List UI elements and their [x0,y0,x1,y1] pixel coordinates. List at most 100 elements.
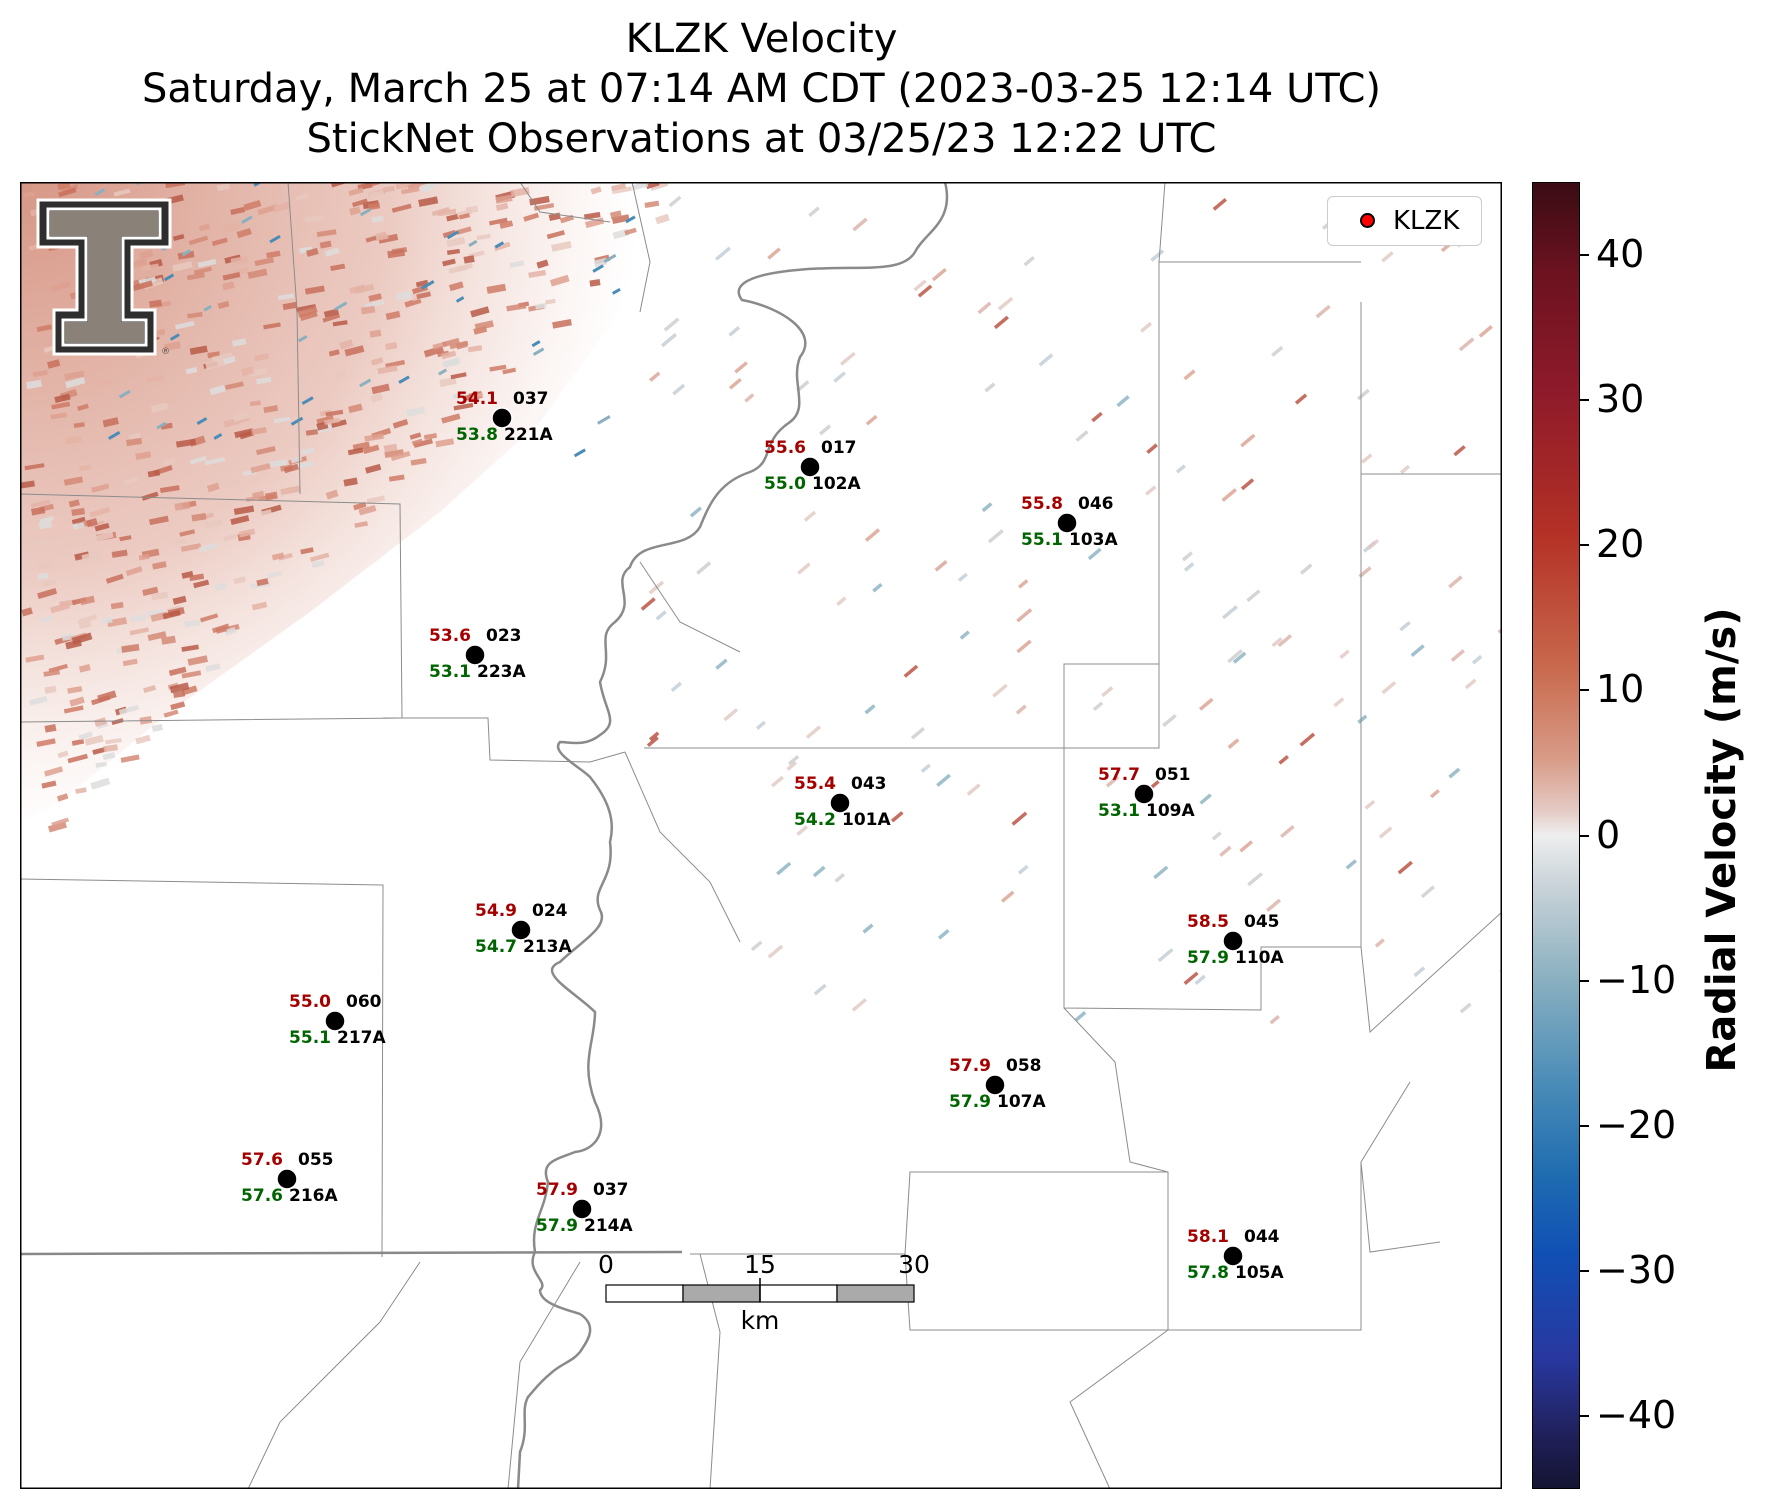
station-marker[interactable] [510,919,532,941]
station-probe-id: 101A [842,810,891,830]
map-frame [20,182,1502,1489]
mississippi-river [516,182,949,1489]
radar-velocity-gates [20,182,1502,1025]
station-dewpoint: 55.1 [289,1028,331,1048]
colorbar-tick [1580,253,1589,256]
colorbar-tick [1580,544,1589,547]
county-boundaries [20,182,1502,1489]
station-plot: 58.5 045 57.9 110A [1187,912,1284,968]
radar-site-marker-icon [1360,213,1375,228]
station-plot: 57.6 055 57.6 216A [241,1150,338,1206]
station-plot: 53.6 023 53.1 223A [429,626,526,682]
station-probe-id: 105A [1235,1263,1284,1283]
title-line-3: StickNet Observations at 03/25/23 12:22 … [306,116,1217,162]
station-temperature: 57.9 [949,1056,991,1076]
station-probe-id: 102A [812,474,861,494]
station-temperature: 54.9 [475,901,517,921]
station-id: 045 [1244,912,1280,932]
colorbar-tick [1580,1415,1589,1418]
scale-bar: 0 15 30 km [598,1250,930,1335]
station-probe-id: 213A [523,937,572,957]
colorbar-tick-label: −30 [1596,1248,1677,1293]
colorbar-tick [1580,979,1589,982]
colorbar-tick-label: 30 [1596,376,1645,421]
station-plot: 58.1 044 57.8 105A [1187,1227,1284,1283]
station-plot: 54.9 024 54.7 213A [475,901,572,957]
station-dewpoint: 54.2 [794,810,836,830]
station-probe-id: 107A [997,1092,1046,1112]
title-line-2: Saturday, March 25 at 07:14 AM CDT (2023… [142,66,1381,112]
state-border-line [20,1250,683,1256]
station-marker[interactable] [491,407,513,429]
station-probe-id: 221A [504,425,553,445]
colorbar-tick [1580,689,1589,692]
station-temperature: 55.4 [794,774,836,794]
station-temperature: 57.6 [241,1150,283,1170]
station-id: 060 [346,992,382,1012]
station-temperature: 55.6 [764,438,806,458]
station-id: 055 [298,1150,334,1170]
station-dewpoint: 53.1 [1098,801,1140,821]
station-id: 058 [1006,1056,1042,1076]
station-dewpoint: 57.6 [241,1186,283,1206]
station-marker[interactable] [1056,512,1078,534]
scale-label-30: 30 [898,1250,930,1279]
station-plot: 57.9 037 57.9 214A [536,1180,633,1236]
station-marker[interactable] [571,1198,593,1220]
colorbar-tick-label: −40 [1596,1393,1677,1438]
map-legend: KLZK [1327,196,1482,246]
station-marker[interactable] [1222,1245,1244,1267]
station-id: 037 [513,389,549,409]
station-temperature: 53.6 [429,626,471,646]
colorbar-tick-label: 20 [1596,522,1645,567]
colorbar-tick-label: −10 [1596,957,1677,1002]
station-id: 051 [1155,765,1191,785]
station-marker[interactable] [799,456,821,478]
colorbar-tick-label: −20 [1596,1102,1677,1147]
title-line-1: KLZK Velocity [625,16,898,62]
scale-label-0: 0 [598,1250,614,1279]
legend-label: KLZK [1393,206,1460,236]
station-plot: 55.0 060 55.1 217A [289,992,386,1048]
station-dewpoint: 53.8 [456,425,498,445]
station-plot: 55.8 046 55.1 103A [1021,494,1118,550]
station-probe-id: 216A [289,1186,338,1206]
station-marker[interactable] [1222,930,1244,952]
station-plot: 57.9 058 57.9 107A [949,1056,1046,1112]
station-marker[interactable] [984,1074,1006,1096]
station-marker[interactable] [464,644,486,666]
station-id: 017 [821,438,857,458]
station-temperature: 57.9 [536,1180,578,1200]
station-id: 037 [593,1180,629,1200]
map-panel[interactable]: ® 54.1 037 53.8 221A 55.6 017 55.0 102A 55.8 0465… [20,182,1502,1489]
station-marker[interactable] [1133,783,1155,805]
colorbar-tick [1580,398,1589,401]
colorbar-title: Radial Velocity (m/s) [1699,607,1745,1073]
station-dewpoint: 53.1 [429,662,471,682]
station-probe-id: 109A [1146,801,1195,821]
station-id: 043 [851,774,887,794]
station-dewpoint: 57.9 [1187,948,1229,968]
station-marker[interactable] [829,792,851,814]
texas-tech-logo: ® [36,198,172,357]
station-temperature: 58.5 [1187,912,1229,932]
station-dewpoint: 57.9 [536,1216,578,1236]
svg-text:®: ® [161,347,170,357]
colorbar [1532,182,1580,1489]
station-probe-id: 110A [1235,948,1284,968]
station-temperature: 57.7 [1098,765,1140,785]
station-dewpoint: 57.9 [949,1092,991,1112]
station-id: 024 [532,901,568,921]
station-id: 023 [486,626,522,646]
station-marker[interactable] [324,1010,346,1032]
station-dewpoint: 57.8 [1187,1263,1229,1283]
station-probe-id: 223A [477,662,526,682]
colorbar-tick-label: 0 [1596,812,1621,857]
station-id: 044 [1244,1227,1280,1247]
station-probe-id: 214A [584,1216,633,1236]
station-temperature: 55.0 [289,992,331,1012]
colorbar-tick [1580,834,1589,837]
colorbar-tick [1580,1124,1589,1127]
station-temperature: 54.1 [456,389,498,409]
station-marker[interactable] [276,1168,298,1190]
